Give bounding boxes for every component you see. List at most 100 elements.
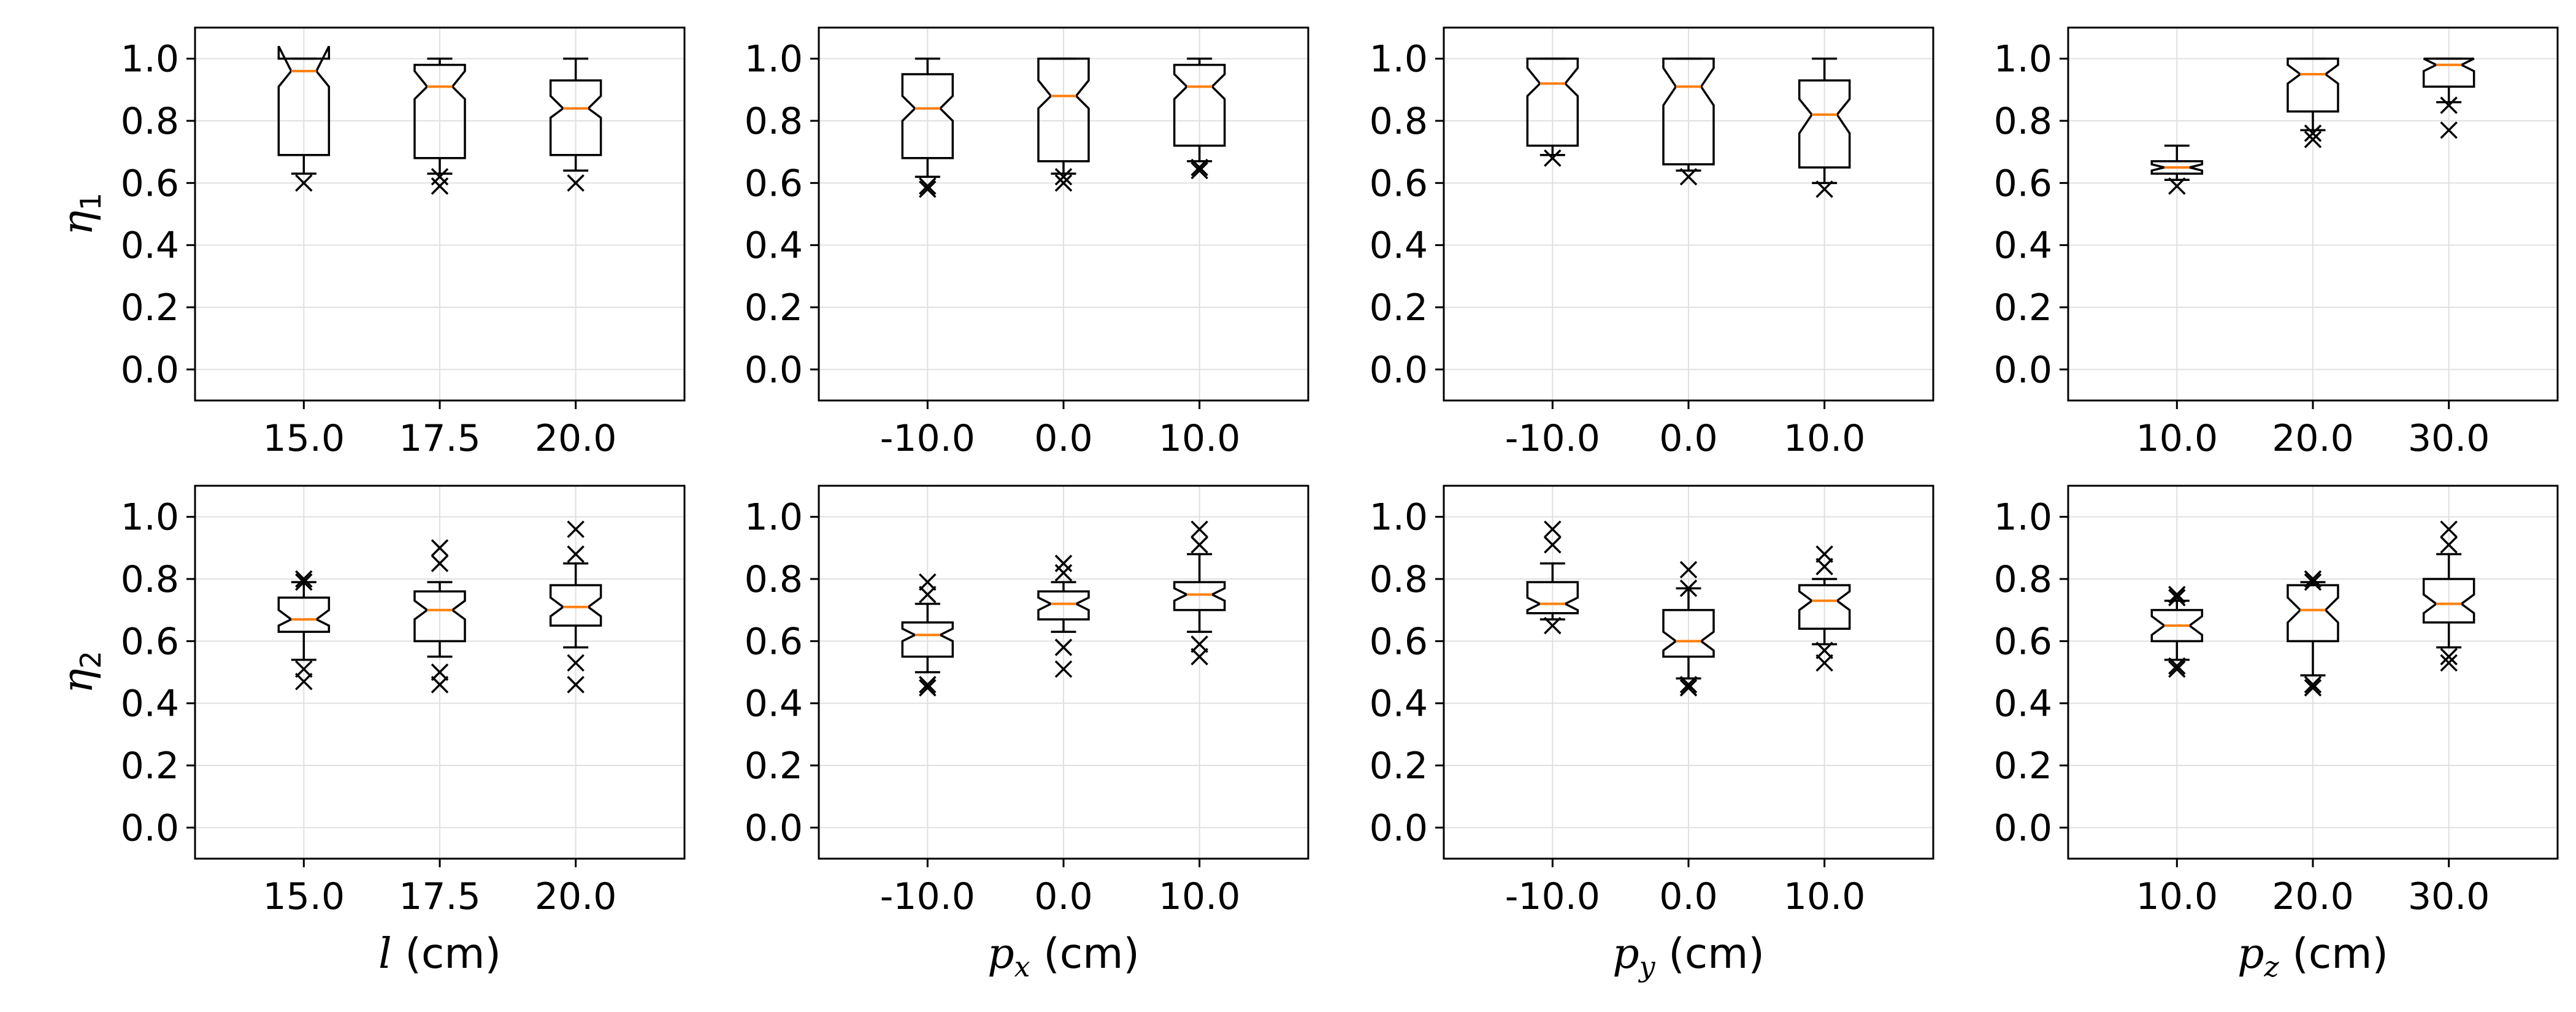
x-tick-label: 20.0 <box>2272 875 2354 918</box>
flier-stroke <box>1544 520 1562 539</box>
flier-point <box>567 174 585 192</box>
subplot-r1-c0: 0.0 0.2 0.4 0.6 0.8 1.0 15.0 17.5 20.0 η2 l (cm) <box>54 485 686 978</box>
box-1 <box>1662 57 1715 186</box>
flier-stroke <box>1679 676 1698 694</box>
y-tick-label: 1.0 <box>1370 38 1428 81</box>
box-1 <box>1037 554 1090 678</box>
flier-stroke <box>431 539 449 557</box>
flier-stroke <box>2168 660 2186 678</box>
box-0 <box>1526 520 1579 635</box>
y-tick-label: 0.4 <box>745 224 803 267</box>
y-tick-label: 0.8 <box>1994 558 2052 601</box>
y-tick-label: 0.0 <box>1994 807 2052 849</box>
flier-point <box>1544 149 1562 167</box>
box-2 <box>549 57 602 192</box>
flier-point <box>1190 536 1208 554</box>
flier-stroke <box>2304 125 2322 142</box>
flier-point <box>1054 174 1073 192</box>
flier-point <box>2304 676 2322 694</box>
flier-point <box>2304 679 2322 697</box>
y-tick-label: 0.6 <box>1994 162 2052 205</box>
subplot-r1-c2: 0.0 0.2 0.4 0.6 0.8 1.0 -10.0 0.0 10.0 py (cm) <box>1370 485 1934 983</box>
box-2 <box>2422 520 2475 672</box>
flier-stroke <box>2304 679 2322 697</box>
flier-stroke <box>1679 579 1698 597</box>
subplot-r1-c3: 0.0 0.2 0.4 0.6 0.8 1.0 10.0 20.0 30.0 pz (cm) <box>1994 485 2559 983</box>
box-body <box>277 45 331 156</box>
x-tick-label: 15.0 <box>263 417 345 460</box>
box-body <box>901 621 954 658</box>
y-tick-label: 1.0 <box>121 496 179 539</box>
flier-stroke <box>919 177 937 195</box>
flier-point <box>1544 616 1562 635</box>
box-1 <box>2287 57 2339 148</box>
flier-point <box>1815 654 1833 672</box>
box-1 <box>1662 561 1715 697</box>
y-tick-label: 0.6 <box>745 162 803 205</box>
x-tick-label: -10.0 <box>880 875 975 918</box>
y-tick-label: 0.2 <box>1994 286 2052 329</box>
x-tick-label: 20.0 <box>535 875 617 918</box>
flier-stroke <box>567 676 585 694</box>
box-body <box>1526 57 1579 147</box>
flier-point <box>2440 520 2458 539</box>
box-body <box>2287 57 2339 113</box>
flier-stroke <box>1544 149 1562 167</box>
flier-point <box>1815 558 1833 575</box>
flier-stroke <box>1679 679 1698 697</box>
flier-point <box>1544 536 1562 554</box>
flier-point <box>567 654 585 672</box>
flier-point <box>1190 520 1208 539</box>
y-tick-label: 0.0 <box>745 807 803 849</box>
flier-stroke <box>2440 520 2458 539</box>
y-tick-label: 0.2 <box>1370 745 1428 788</box>
box-body <box>1662 57 1715 166</box>
flier-stroke <box>2440 536 2458 554</box>
box-body <box>1173 581 1226 611</box>
flier-stroke <box>1190 520 1208 539</box>
y-tick-label: 0.8 <box>1370 100 1428 143</box>
box-body <box>277 596 331 633</box>
y-tick-label: 0.6 <box>121 620 179 663</box>
box-body <box>549 79 602 156</box>
flier-stroke <box>2304 570 2322 588</box>
flier-point <box>2304 125 2322 142</box>
flier-point <box>1679 167 1698 186</box>
flier-point <box>567 520 585 539</box>
subplot-r0-c2: 0.0 0.2 0.4 0.6 0.8 1.0 -10.0 0.0 10.0 <box>1370 26 1934 460</box>
flier-point <box>919 679 937 697</box>
y-tick-label: 1.0 <box>745 496 803 539</box>
flier-point <box>431 554 449 572</box>
flier-point <box>1190 648 1208 665</box>
x-tick-label: 0.0 <box>1034 875 1092 918</box>
y-tick-label: 1.0 <box>1994 38 2052 81</box>
y-tick-label: 0.2 <box>1994 745 2052 788</box>
flier-point <box>1679 579 1698 597</box>
y-tick-label: 0.0 <box>1370 807 1428 849</box>
y-tick-label: 0.2 <box>745 286 803 329</box>
flier-stroke <box>2304 573 2322 591</box>
x-tick-label: 30.0 <box>2408 875 2490 918</box>
box-0 <box>277 570 331 691</box>
x-tick-label: 17.5 <box>399 875 481 918</box>
flier-stroke <box>2440 96 2458 114</box>
box-0 <box>2150 144 2204 195</box>
subplot-r0-c3: 0.0 0.2 0.4 0.6 0.8 1.0 10.0 20.0 30.0 <box>1994 26 2559 460</box>
y-tick-label: 1.0 <box>121 38 179 81</box>
flier-point <box>919 573 937 591</box>
x-tick-label: 20.0 <box>535 417 617 460</box>
box-2 <box>1173 520 1226 665</box>
flier-stroke <box>2168 657 2186 675</box>
x-tick-label: 30.0 <box>2408 417 2490 460</box>
subplot-r0-c1: 0.0 0.2 0.4 0.6 0.8 1.0 -10.0 0.0 10.0 <box>745 26 1309 460</box>
flier-point <box>2440 654 2458 672</box>
y-tick-label: 0.4 <box>745 683 803 726</box>
flier-point <box>1544 520 1562 539</box>
box-body <box>2422 578 2475 624</box>
flier-stroke <box>295 660 313 678</box>
flier-stroke <box>1190 648 1208 665</box>
y-axis-label: η2 <box>54 651 107 694</box>
box-0 <box>1526 57 1579 167</box>
box-body <box>1173 64 1226 147</box>
flier-stroke <box>431 554 449 572</box>
